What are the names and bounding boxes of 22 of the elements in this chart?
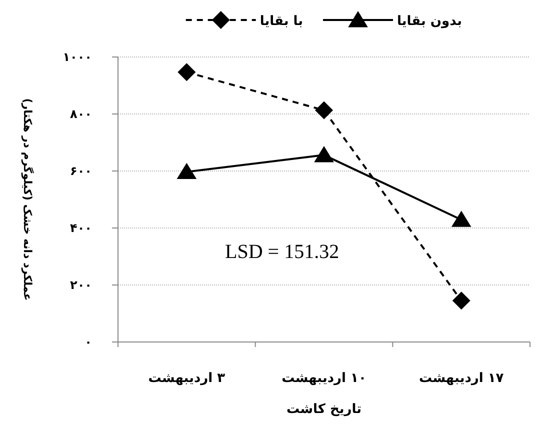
- y-tick-label: ۴۰۰: [70, 221, 92, 235]
- point: [176, 162, 197, 180]
- legend-item: بدون بقایا: [323, 11, 462, 29]
- y-axis-title: عملکرد دانه خشک (کیلوگرم در هکتار): [21, 98, 34, 301]
- x-tick-label: ۱۷ اردیبهشت: [418, 371, 504, 386]
- y-tick-label: ۶۰۰: [70, 164, 92, 178]
- point: [178, 63, 196, 82]
- x-tick-label: ۱۰ اردیبهشت: [282, 371, 366, 386]
- x-axis-title: تاریخ کاشت: [286, 402, 362, 417]
- x-tick-label: ۳ اردیبهشت: [148, 371, 226, 386]
- y-tick-label: ۱۰۰۰: [62, 50, 92, 64]
- point: [315, 101, 333, 120]
- y-tick-label: ۲۰۰: [70, 278, 92, 292]
- legend-item: با بقایا: [186, 11, 304, 29]
- annotation: LSD = 151.32: [225, 241, 340, 263]
- y-tick-label: ۸۰۰: [70, 107, 92, 121]
- point: [452, 292, 470, 310]
- point: [314, 146, 334, 162]
- y-tick-label: ۰: [84, 335, 92, 349]
- legend-label: بدون بقایا: [397, 14, 462, 29]
- legend-label: با بقایا: [260, 14, 304, 29]
- point: [451, 210, 472, 227]
